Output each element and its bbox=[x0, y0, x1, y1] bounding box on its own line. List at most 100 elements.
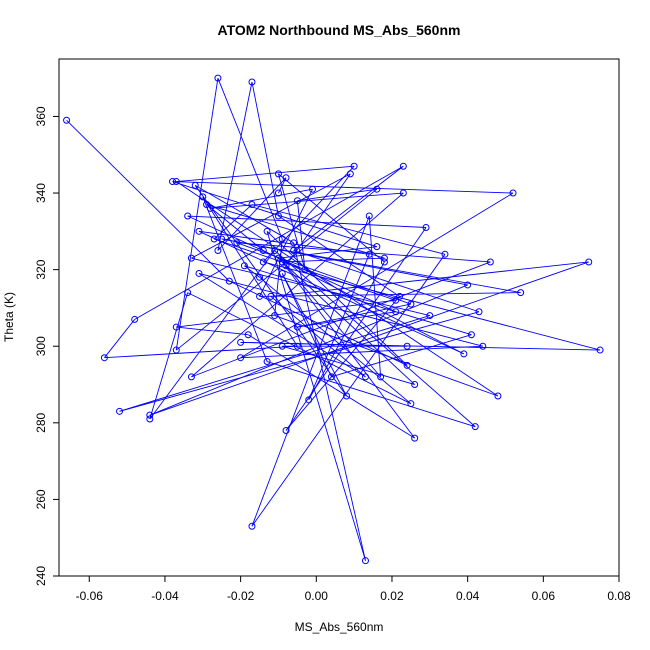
data-point bbox=[248, 201, 256, 209]
series-segment bbox=[278, 257, 415, 385]
x-tick-label: 0.00 bbox=[305, 589, 329, 603]
data-point bbox=[373, 243, 381, 251]
x-tick-label: -0.04 bbox=[151, 589, 179, 603]
data-point bbox=[116, 407, 124, 415]
data-point bbox=[274, 189, 282, 197]
x-axis-label: MS_Abs_560nm bbox=[295, 620, 384, 634]
series-segment bbox=[236, 242, 412, 305]
data-point bbox=[187, 373, 195, 381]
data-point bbox=[146, 415, 154, 423]
x-tick-label: 0.08 bbox=[607, 589, 631, 603]
data-point bbox=[237, 338, 245, 346]
data-point bbox=[467, 331, 475, 339]
data-point bbox=[214, 246, 222, 254]
series-segment bbox=[202, 196, 268, 362]
series-segment bbox=[296, 200, 306, 270]
series-segment bbox=[278, 215, 400, 297]
data-point bbox=[172, 323, 180, 331]
series-segment bbox=[297, 303, 411, 328]
series-segment bbox=[274, 315, 499, 397]
data-point bbox=[596, 346, 604, 354]
series-segment bbox=[149, 292, 189, 420]
data-point bbox=[407, 400, 415, 408]
y-tick-label: 240 bbox=[34, 566, 48, 586]
data-point bbox=[471, 423, 479, 431]
data-point bbox=[441, 250, 449, 258]
data-point bbox=[517, 289, 525, 297]
data-point bbox=[282, 174, 290, 182]
series-segment bbox=[251, 215, 370, 527]
data-point bbox=[282, 262, 290, 270]
data-point bbox=[282, 426, 290, 434]
series-lines bbox=[66, 77, 601, 561]
data-point bbox=[233, 239, 241, 247]
data-point bbox=[274, 212, 282, 220]
data-point bbox=[460, 350, 468, 358]
data-point bbox=[494, 392, 502, 400]
data-point bbox=[63, 116, 71, 124]
data-point bbox=[399, 189, 407, 197]
series-segment bbox=[149, 284, 468, 416]
series-segment bbox=[191, 192, 404, 378]
data-point bbox=[407, 300, 415, 308]
y-tick-label: 300 bbox=[34, 336, 48, 356]
data-point bbox=[259, 258, 267, 266]
series-segment bbox=[176, 299, 396, 328]
data-point bbox=[195, 269, 203, 277]
data-point bbox=[411, 434, 419, 442]
series-segment bbox=[187, 215, 427, 228]
y-tick-label: 360 bbox=[34, 106, 48, 126]
y-axis: 240 260 280 300 320 340 360 bbox=[34, 106, 60, 586]
data-point bbox=[365, 212, 373, 220]
data-point bbox=[392, 308, 400, 316]
series-segment bbox=[191, 261, 491, 378]
series-segment bbox=[210, 192, 404, 209]
data-point bbox=[274, 254, 282, 262]
series-segment bbox=[266, 231, 408, 366]
data-point bbox=[218, 235, 226, 243]
series-segment bbox=[266, 361, 476, 428]
data-point bbox=[278, 342, 286, 350]
data-point bbox=[377, 373, 385, 381]
y-tick-label: 280 bbox=[34, 412, 48, 432]
series-segment bbox=[263, 250, 465, 355]
data-point bbox=[464, 281, 472, 289]
series-segment bbox=[66, 119, 230, 282]
series-segment bbox=[281, 261, 416, 439]
data-point bbox=[403, 361, 411, 369]
data-point bbox=[396, 292, 404, 300]
data-point bbox=[293, 197, 301, 205]
data-point bbox=[191, 181, 199, 189]
series-segment bbox=[172, 181, 377, 248]
series-segment bbox=[194, 184, 294, 244]
data-point bbox=[278, 235, 286, 243]
data-point bbox=[184, 289, 192, 297]
series-points bbox=[63, 74, 604, 565]
x-tick-label: -0.06 bbox=[76, 589, 104, 603]
data-point bbox=[172, 346, 180, 354]
data-point bbox=[274, 170, 282, 178]
y-tick-label: 340 bbox=[34, 183, 48, 203]
series-segment bbox=[240, 192, 514, 359]
data-point bbox=[343, 392, 351, 400]
plot-frame bbox=[58, 58, 620, 577]
data-point bbox=[361, 373, 369, 381]
data-point bbox=[361, 557, 369, 565]
data-point bbox=[509, 189, 517, 197]
data-point bbox=[422, 224, 430, 232]
data-point bbox=[293, 342, 301, 350]
data-point bbox=[365, 250, 373, 258]
data-point bbox=[373, 185, 381, 193]
series-segment bbox=[259, 292, 521, 297]
series-segment bbox=[176, 165, 355, 182]
data-point bbox=[256, 292, 264, 300]
series-segment bbox=[191, 257, 430, 317]
series-segment bbox=[278, 246, 377, 259]
data-point bbox=[278, 269, 286, 277]
series-segment bbox=[119, 311, 480, 412]
data-point bbox=[259, 246, 267, 254]
data-point bbox=[290, 246, 298, 254]
data-point bbox=[309, 185, 317, 193]
series-segment bbox=[198, 273, 483, 347]
